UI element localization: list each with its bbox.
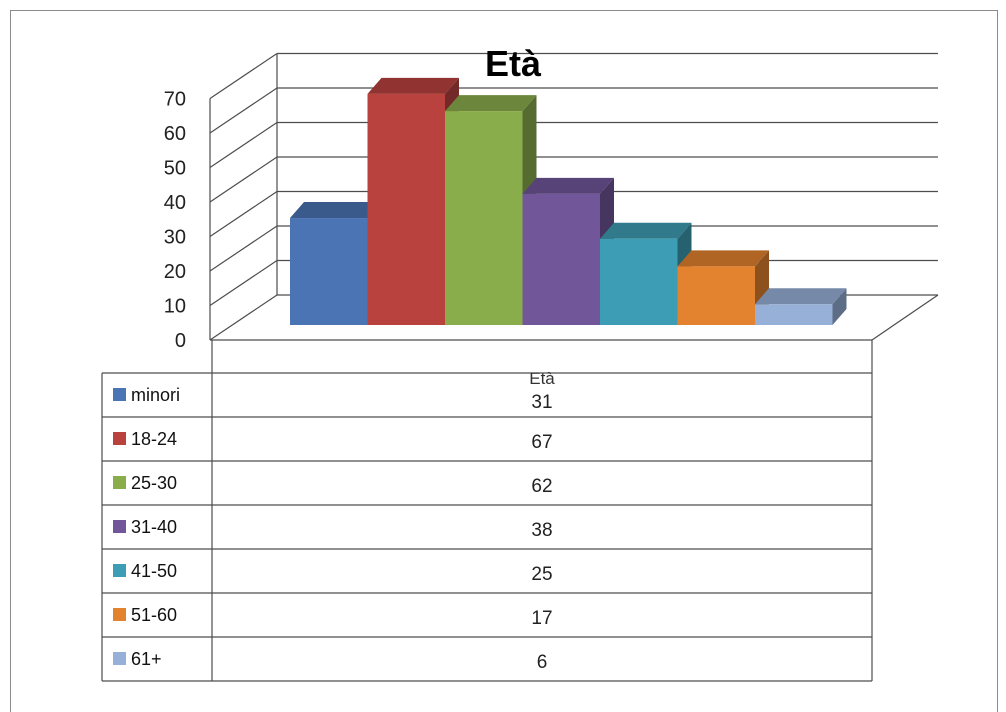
- bars-layer: [290, 77, 847, 325]
- axis-layer: 0 10 20 30 40 50 60 70: [164, 89, 211, 352]
- y-tick-label: 40: [164, 192, 186, 214]
- chart-frame: [10, 10, 998, 712]
- legend-label: 18-24: [131, 429, 177, 449]
- legend-swatch: [113, 432, 126, 445]
- bar: [677, 266, 755, 325]
- legend-swatch: [113, 520, 126, 533]
- legend-label: 61+: [131, 649, 162, 669]
- data-table-value: 62: [531, 476, 552, 497]
- y-tick-label: 30: [164, 227, 186, 249]
- legend-swatch: [113, 476, 126, 489]
- bar-top: [445, 95, 537, 112]
- bar-group: [755, 288, 847, 325]
- gridline-side: [209, 122, 278, 168]
- x-category-label: Età: [529, 369, 555, 388]
- bar-top: [290, 202, 382, 219]
- data-table-value: 17: [531, 608, 552, 629]
- bar-group: [445, 95, 537, 325]
- bar: [600, 238, 678, 325]
- legend-swatch: [113, 564, 126, 577]
- gridline-side: [209, 294, 278, 341]
- legend-label: 25-30: [131, 473, 177, 493]
- y-tick-label: 70: [164, 89, 186, 111]
- bar: [290, 218, 368, 325]
- y-tick-label: 20: [164, 261, 186, 283]
- legend-swatch: [113, 608, 126, 621]
- legend-swatch: [113, 652, 126, 665]
- gridline-side: [209, 53, 278, 99]
- y-tick-label: 10: [164, 296, 186, 318]
- data-table: Età minori 31 18-24 67 25-30 62 31-40 38 41-50 25 5…: [101, 340, 873, 682]
- data-table-value: 6: [537, 652, 548, 673]
- y-tick-label: 0: [175, 330, 186, 352]
- chart-title: Età: [485, 43, 542, 84]
- data-table-value: 38: [531, 520, 552, 541]
- y-tick-label: 50: [164, 158, 186, 180]
- legend-label: 51-60: [131, 605, 177, 625]
- bar: [445, 111, 523, 325]
- data-table-value: 31: [531, 392, 552, 413]
- data-table-value: 67: [531, 432, 552, 453]
- bar-group: [522, 177, 614, 325]
- legend-label: 31-40: [131, 517, 177, 537]
- data-table-value: 25: [531, 564, 552, 585]
- bar-top: [522, 177, 614, 194]
- gridline-side: [209, 260, 278, 306]
- bar: [522, 193, 600, 325]
- gridline-side: [209, 87, 278, 134]
- gridline-side: [209, 191, 278, 237]
- y-tick-label: 60: [164, 123, 186, 145]
- bar-top: [755, 288, 847, 305]
- bar-side: [832, 288, 847, 325]
- gridline-side: [209, 156, 278, 203]
- bar: [367, 93, 445, 325]
- legend-label: 41-50: [131, 561, 177, 581]
- floor-right-edge: [871, 294, 939, 341]
- gridline-side: [209, 225, 278, 272]
- legend-swatch: [113, 388, 126, 401]
- bar-top: [367, 77, 459, 94]
- bar-top: [600, 222, 692, 239]
- bar-group: [677, 250, 769, 325]
- bar-top: [677, 250, 769, 267]
- legend-label: minori: [131, 385, 180, 405]
- bar: [755, 304, 833, 325]
